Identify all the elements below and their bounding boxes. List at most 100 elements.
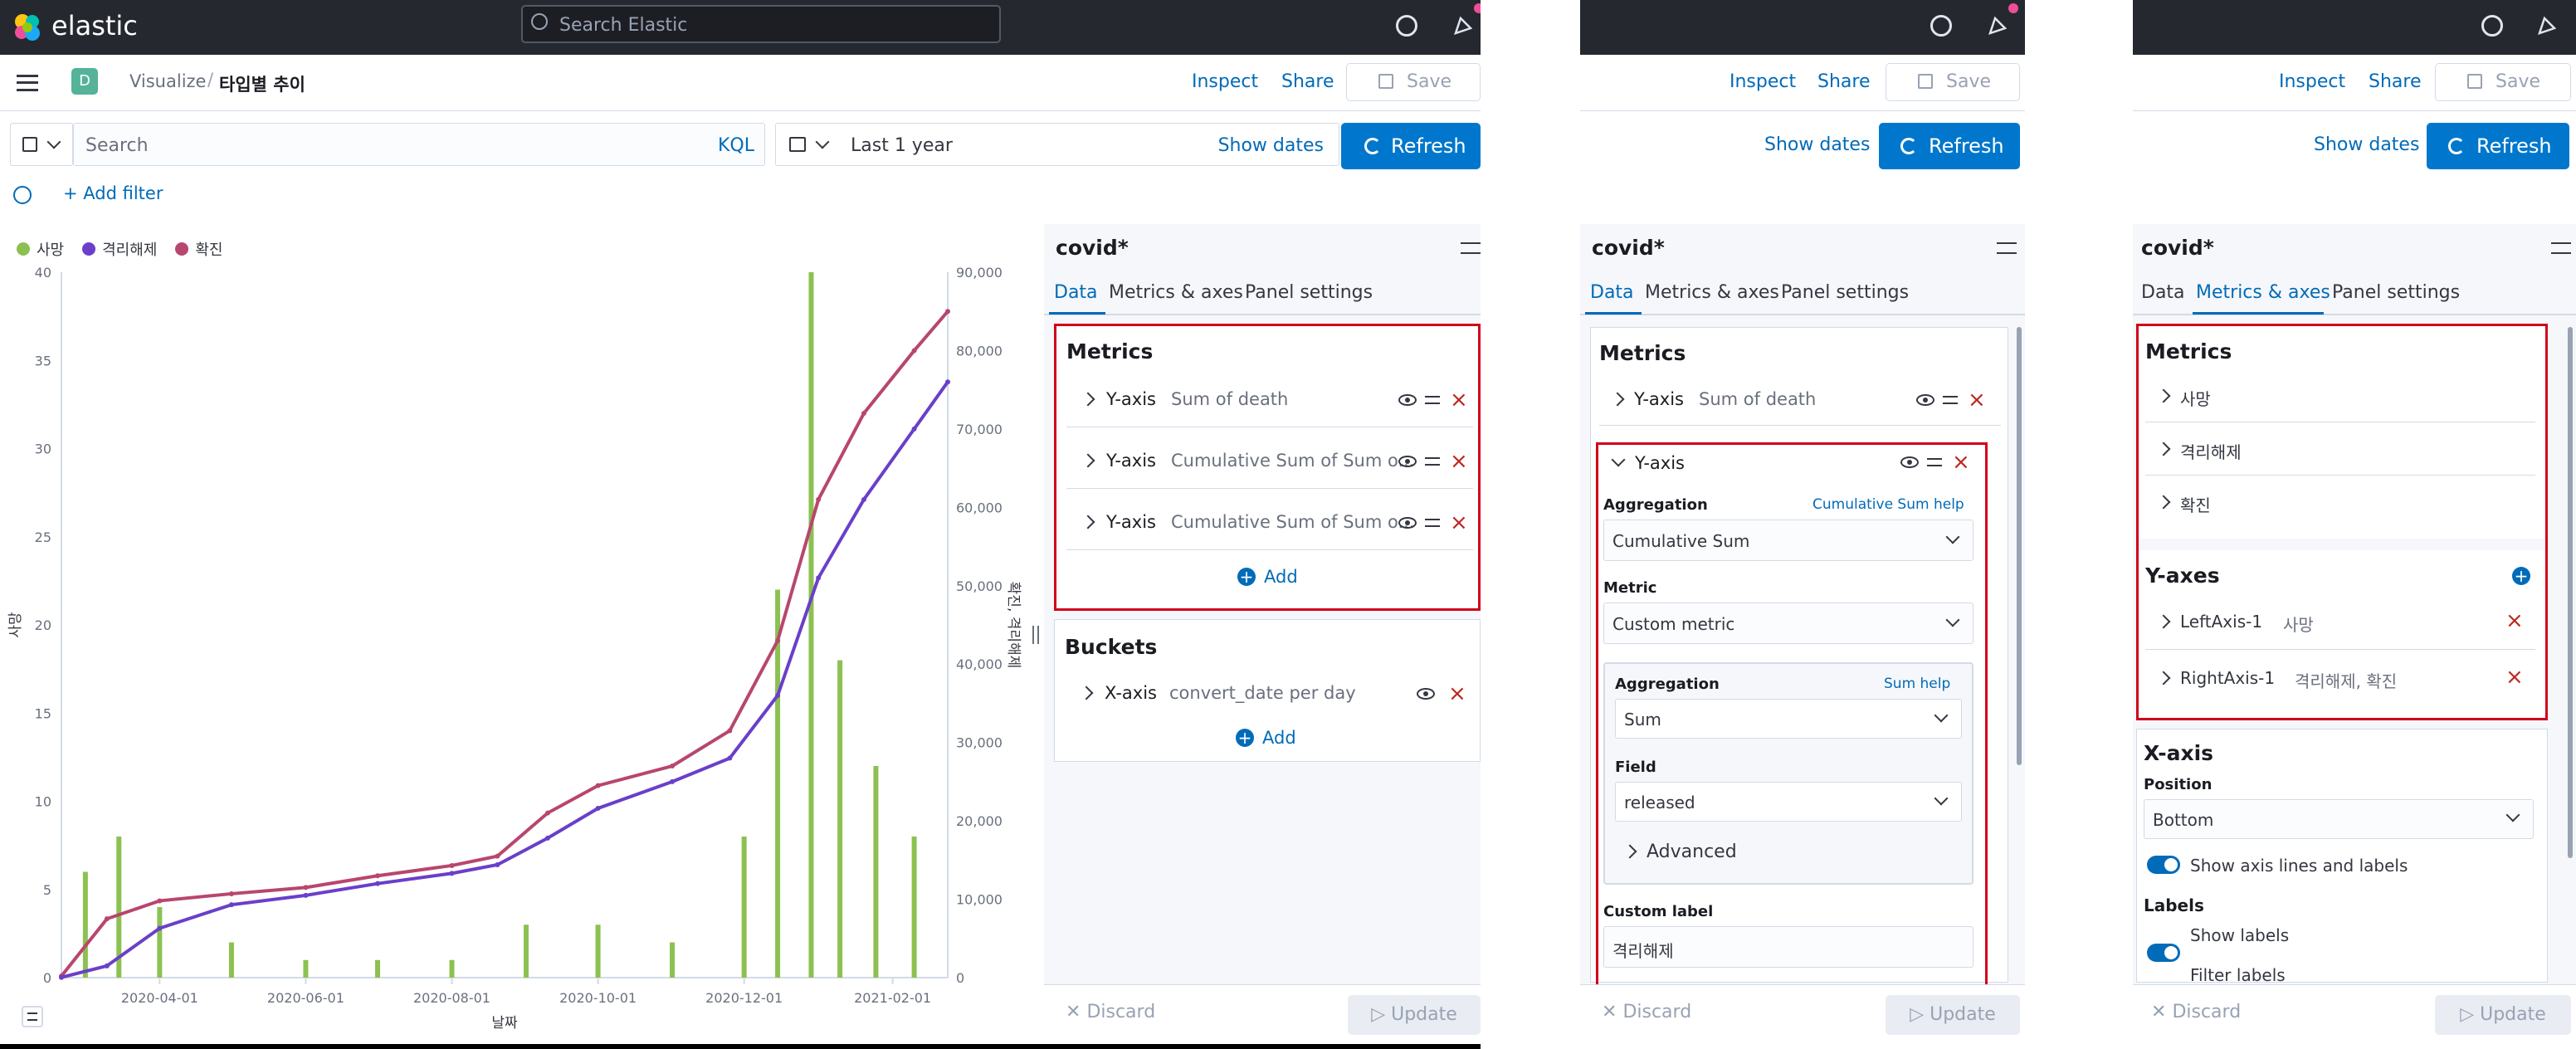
help-icon-2[interactable] [1930, 15, 1952, 37]
save-button[interactable]: Save [2435, 63, 2571, 101]
metric-select[interactable]: Custom metric [1603, 603, 1973, 644]
query-input[interactable]: Search KQL [73, 123, 765, 166]
legend-item[interactable]: 사망 [17, 238, 64, 260]
collapse-icon[interactable] [2551, 242, 2571, 254]
position-select[interactable]: Bottom [2144, 799, 2534, 839]
metric-row[interactable]: Y-axis Cumulative Sum of Sum o... × [1066, 434, 1473, 489]
metric-row[interactable]: 격리해제 [2145, 426, 2535, 476]
refresh-button[interactable]: Refresh [1341, 123, 1481, 169]
news-icon-3[interactable] [2536, 13, 2559, 37]
chevron-right-icon[interactable] [1081, 453, 1095, 468]
chevron-right-icon[interactable] [2156, 495, 2171, 510]
discard-button[interactable]: ✕ Discard [1602, 1002, 1692, 1022]
drag-handle-icon[interactable] [1927, 458, 1942, 466]
collapse-icon[interactable] [1997, 242, 2017, 254]
add-bucket-button[interactable]: + Add [1236, 728, 1296, 748]
eye-icon[interactable] [1900, 456, 1919, 468]
share-link[interactable]: Share [1817, 71, 1871, 92]
add-axis-icon[interactable]: + [2512, 567, 2530, 585]
show-dates-link[interactable]: Show dates [2314, 134, 2420, 155]
news-icon-2[interactable] [1987, 13, 2010, 37]
inspect-link[interactable]: Inspect [2279, 71, 2346, 92]
tab-metrics-axes[interactable]: Metrics & axes [2196, 282, 2330, 303]
remove-icon[interactable]: × [1448, 681, 1466, 706]
sum-help-link[interactable]: Sum help [1884, 676, 1951, 692]
show-axis-lines-toggle[interactable] [2147, 856, 2180, 874]
remove-icon[interactable]: × [1450, 449, 1468, 474]
saved-query-menu[interactable] [10, 123, 73, 166]
custom-label-input[interactable]: 격리해제 [1603, 926, 1973, 968]
metric-row-expanded[interactable]: Y-axis × [1598, 445, 1985, 485]
update-button[interactable]: ▷ Update [1348, 995, 1481, 1035]
metric-row[interactable]: Y-axis Sum of death × [1066, 373, 1473, 427]
remove-icon[interactable]: × [2505, 665, 2524, 690]
show-labels-toggle[interactable] [2147, 944, 2180, 962]
chevron-right-icon[interactable] [2156, 614, 2171, 629]
breadcrumb-parent[interactable]: Visualize [129, 71, 207, 91]
bucket-row[interactable]: X-axis convert_date per day × [1065, 668, 1471, 723]
metric-row[interactable]: 확진 [2145, 479, 2535, 529]
discard-button[interactable]: ✕ Discard [1066, 1002, 1156, 1022]
remove-icon[interactable]: × [1450, 388, 1468, 412]
aggregation-select[interactable]: Cumulative Sum [1603, 520, 1973, 561]
refresh-button[interactable]: Refresh [1879, 123, 2020, 169]
share-link[interactable]: Share [1281, 71, 1334, 92]
menu-icon[interactable] [17, 75, 38, 91]
metric-row[interactable]: Y-axis Cumulative Sum of Sum o... × [1066, 495, 1473, 550]
aggregation-help-link[interactable]: Cumulative Sum help [1812, 496, 1964, 513]
drag-handle-icon[interactable] [1425, 519, 1440, 527]
share-link[interactable]: Share [2369, 71, 2422, 92]
chevron-right-icon[interactable] [2156, 671, 2171, 686]
refresh-button[interactable]: Refresh [2427, 123, 2569, 169]
tab-panel-settings[interactable]: Panel settings [1245, 282, 1373, 303]
help-icon[interactable] [1396, 15, 1417, 37]
save-button[interactable]: Save [1346, 63, 1481, 101]
tab-data[interactable]: Data [2141, 282, 2185, 303]
eye-icon[interactable] [1417, 688, 1435, 700]
tab-data[interactable]: Data [1054, 282, 1098, 303]
legend-item[interactable]: 격리해제 [82, 238, 157, 260]
yaxis-row[interactable]: LeftAxis-1 사망 × [2145, 597, 2535, 650]
add-filter-link[interactable]: + Add filter [63, 183, 163, 203]
news-icon[interactable] [1452, 13, 1476, 37]
remove-icon[interactable]: × [1968, 388, 1986, 412]
yaxis-row[interactable]: RightAxis-1 격리해제, 확진 × [2145, 653, 2535, 706]
update-button[interactable]: ▷ Update [1886, 995, 2020, 1035]
legend-toggle-icon[interactable] [22, 1006, 43, 1027]
help-icon-3[interactable] [2481, 15, 2503, 37]
field-select[interactable]: released [1615, 782, 1962, 822]
add-metric-button[interactable]: + Add [1237, 567, 1298, 587]
chevron-right-icon[interactable] [2156, 388, 2171, 403]
inner-aggregation-select[interactable]: Sum [1615, 699, 1962, 739]
tab-panel-settings[interactable]: Panel settings [1781, 282, 1910, 303]
discard-button[interactable]: ✕ Discard [2151, 1002, 2242, 1022]
tab-metrics-axes[interactable]: Metrics & axes [1109, 282, 1243, 303]
chevron-right-icon[interactable] [2156, 442, 2171, 456]
date-picker[interactable]: Last 1 year Show dates [775, 123, 1339, 166]
drag-handle-icon[interactable] [1425, 396, 1440, 404]
chevron-right-icon[interactable] [1079, 686, 1094, 700]
kql-button[interactable]: KQL [718, 135, 754, 156]
global-search[interactable]: Search Elastic [521, 5, 1001, 43]
advanced-toggle[interactable]: Advanced [1615, 837, 1864, 866]
drag-handle-icon[interactable] [1425, 457, 1440, 466]
chevron-right-icon[interactable] [1081, 515, 1095, 529]
elastic-logo[interactable] [12, 12, 45, 45]
scrollbar[interactable] [2568, 327, 2573, 858]
remove-icon[interactable]: × [1952, 450, 1970, 475]
tab-data[interactable]: Data [1590, 282, 1634, 303]
remove-icon[interactable]: × [2505, 608, 2524, 633]
filter-icon[interactable] [13, 186, 32, 204]
space-avatar[interactable]: D [71, 68, 98, 95]
chevron-down-icon[interactable] [1611, 452, 1626, 467]
tab-metrics-axes[interactable]: Metrics & axes [1645, 282, 1779, 303]
tab-panel-settings[interactable]: Panel settings [2332, 282, 2461, 303]
show-dates-link[interactable]: Show dates [1217, 135, 1324, 156]
chevron-right-icon[interactable] [1610, 392, 1625, 407]
metric-row[interactable]: 사망 [2145, 373, 2535, 422]
metric-row[interactable]: Y-axis Sum of death × [1599, 374, 2001, 426]
chevron-right-icon[interactable] [1081, 392, 1095, 407]
eye-icon[interactable] [1916, 394, 1934, 406]
drag-handle-icon[interactable] [1943, 396, 1958, 404]
eye-icon[interactable] [1398, 394, 1417, 406]
